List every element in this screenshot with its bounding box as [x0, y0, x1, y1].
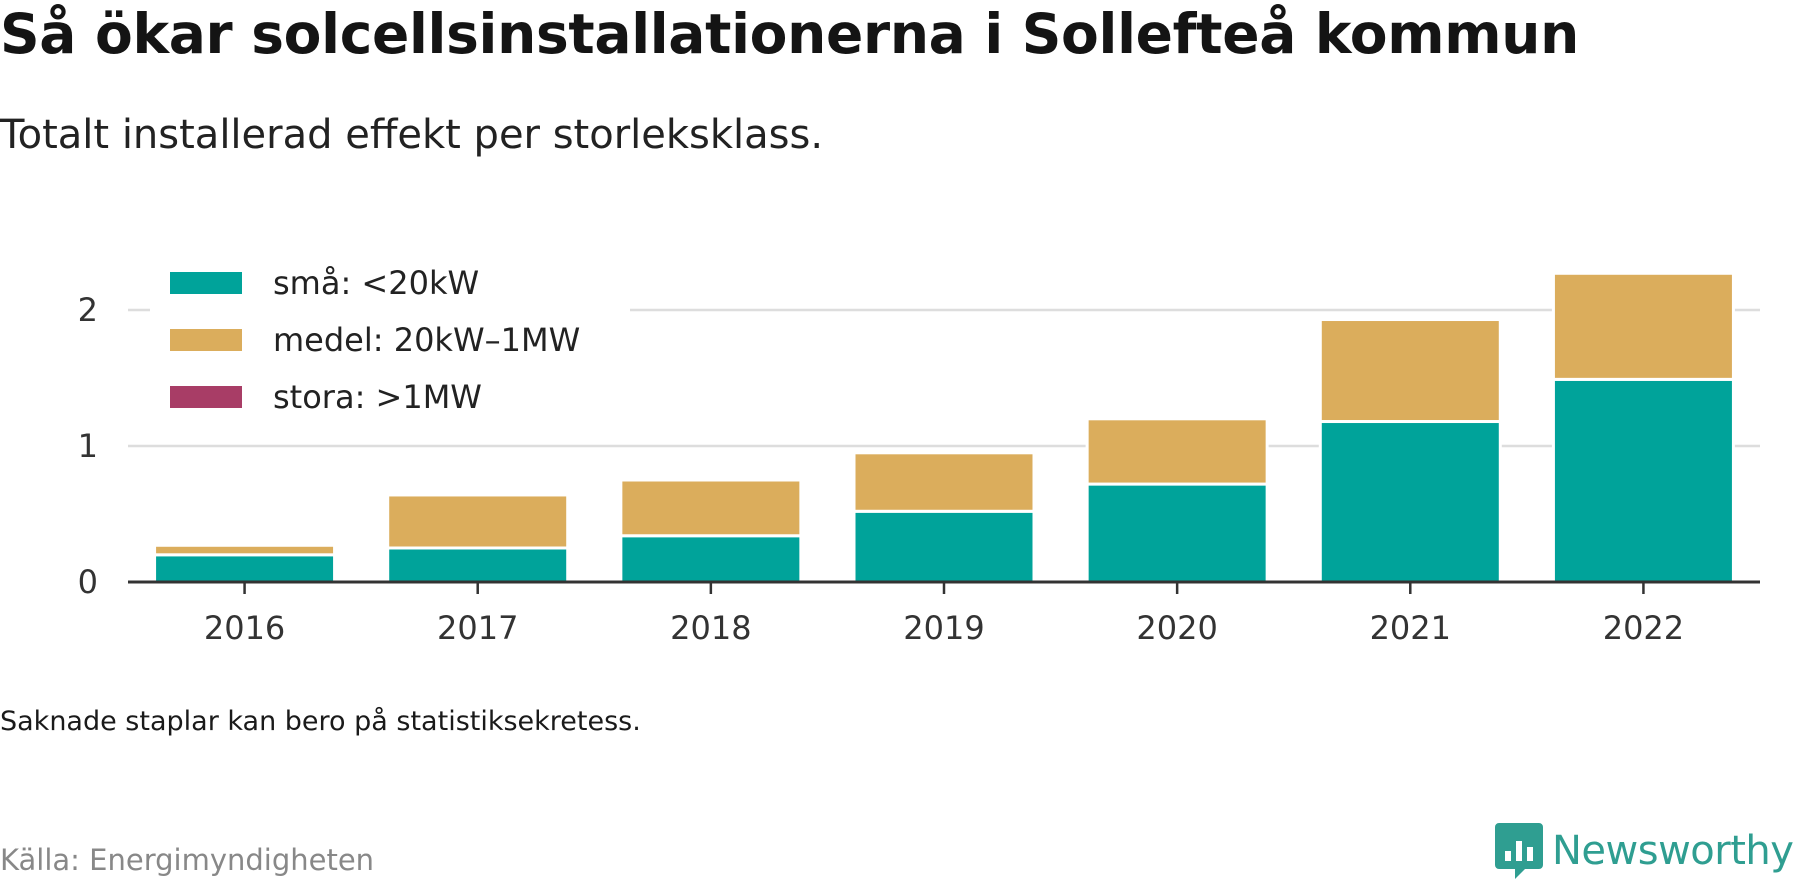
bar-segment: [619, 478, 803, 538]
x-tick-label: 2022: [1603, 609, 1684, 647]
legend: små: <20kW medel: 20kW–1MW stora: >1MW: [150, 256, 630, 426]
bar-chart-speech-bubble-icon: [1495, 823, 1543, 879]
x-tick-label: 2021: [1370, 609, 1451, 647]
x-tick-label: 2018: [670, 609, 751, 647]
y-tick-label: 0: [78, 563, 98, 601]
source-credit: Källa: Energimyndigheten: [0, 843, 375, 877]
bar-segment: [852, 451, 1036, 513]
legend-label: små: <20kW: [273, 264, 479, 302]
x-tick-label: 2017: [437, 609, 518, 647]
bar-segment: [153, 553, 337, 584]
x-tick-label: 2020: [1136, 609, 1217, 647]
bar-segment: [386, 546, 570, 584]
bar-segment: [619, 534, 803, 584]
bar-segment: [1318, 420, 1502, 584]
footnote: Saknade staplar kan bero på statistiksek…: [0, 706, 641, 737]
brand-name: Newsworthy: [1552, 828, 1794, 874]
x-tick-label: 2019: [903, 609, 984, 647]
bar-segment: [852, 509, 1036, 584]
legend-label: stora: >1MW: [273, 378, 482, 416]
y-tick-label: 2: [78, 291, 98, 329]
stacked-bar-chart: 0 1 2 2016 2017 2018 2019 2020 2021 2022 små: <2…: [77, 256, 1760, 647]
chart-title: Så ökar solcellsinstallationerna i Solle…: [0, 2, 1579, 66]
bar-segment: [1551, 271, 1735, 381]
bars: [153, 271, 1735, 584]
legend-swatch: [170, 272, 242, 294]
bar-segment: [1085, 482, 1269, 584]
x-tick-label: 2016: [204, 609, 285, 647]
y-axis-ticks: 0 1 2: [78, 291, 98, 601]
bar-segment: [153, 543, 337, 557]
legend-swatch: [170, 386, 242, 408]
y-tick-label: 1: [78, 427, 98, 465]
legend-swatch: [170, 329, 242, 351]
bar-segment: [386, 493, 570, 550]
bar-segment: [1551, 377, 1735, 584]
chart-subtitle: Totalt installerad effekt per storlekskl…: [0, 112, 824, 158]
bar-segment: [1318, 318, 1502, 424]
bar-segment: [1085, 417, 1269, 486]
x-axis-ticks: 2016 2017 2018 2019 2020 2021 2022: [204, 582, 1684, 647]
legend-label: medel: 20kW–1MW: [273, 321, 580, 359]
newsworthy-brand: Newsworthy: [1495, 822, 1794, 880]
